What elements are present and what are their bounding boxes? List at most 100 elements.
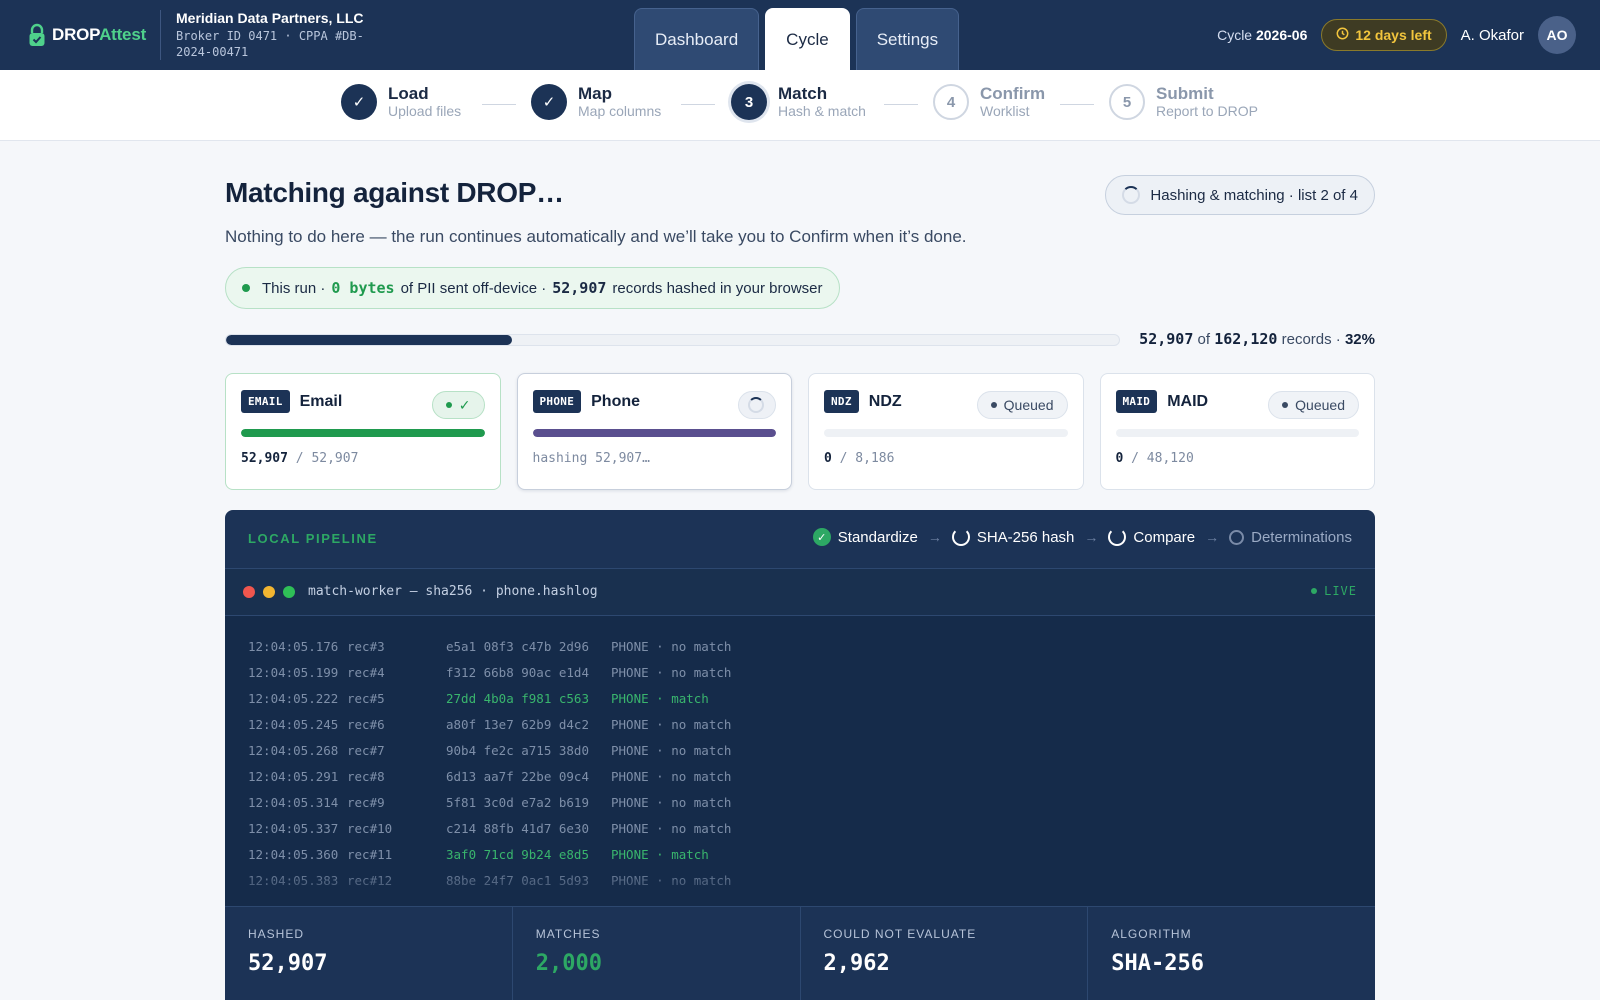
log-row: 12:04:05.360 rec#11 3af0 71cd 9b24 e8d5 PHO…: [225, 842, 1375, 868]
list-count: hashing 52,907…: [532, 451, 650, 466]
privacy-text: records hashed in your browser: [612, 279, 823, 297]
log-res: PHONE · match: [611, 691, 709, 706]
log-hash: 27dd 4b0a f981 c563: [446, 691, 589, 706]
privacy-badge: This run · 0 bytes of PII sent off-devic…: [225, 267, 840, 309]
log-rid: rec#11: [347, 847, 393, 862]
list-card-ndz[interactable]: NDZ NDZ Queued 0 / 8,186: [808, 373, 1084, 490]
tab-cycle[interactable]: Cycle: [765, 8, 850, 70]
log-res: PHONE · no match: [611, 639, 732, 654]
clock-icon: [1336, 27, 1349, 43]
log-ts: 12:04:05.268: [248, 743, 339, 758]
pipeline-label: LOCAL PIPELINE: [248, 531, 378, 546]
log-ts: 12:04:05.360: [248, 847, 339, 862]
list-tag: EMAIL: [241, 390, 290, 413]
stat-hashed: HASHED 52,907: [225, 907, 513, 1000]
stage-sha256-hash: SHA-256 hash: [951, 528, 1074, 546]
log-res: PHONE · match: [611, 847, 709, 862]
log-hash: c214 88fb 41d7 6e30: [446, 821, 589, 836]
step-title: Load: [388, 84, 429, 103]
log-rid: rec#9: [347, 795, 385, 810]
step-number: 3: [731, 84, 767, 120]
stat-label: HASHED: [248, 927, 305, 941]
log-row: 12:04:05.268 rec#7 90b4 fe2c a715 38d0 PHON…: [225, 738, 1375, 764]
log-ts: 12:04:05.337: [248, 821, 339, 836]
log-rid: rec#7: [347, 743, 385, 758]
log-rid: rec#4: [347, 665, 385, 680]
spinner-icon: [748, 397, 764, 413]
stat-could-not-evaluate: COULD NOT EVALUATE 2,962: [801, 907, 1089, 1000]
tab-settings[interactable]: Settings: [855, 8, 960, 70]
stat-value: SHA-256: [1111, 951, 1204, 976]
list-card-phone[interactable]: PHONE Phone hashing 52,907…: [516, 373, 792, 490]
log-row: 12:04:05.222 rec#5 27dd 4b0a f981 c563 PHON…: [225, 686, 1375, 712]
step-match[interactable]: 3 Match Hash & match: [731, 84, 866, 120]
stat-value: 52,907: [248, 951, 328, 976]
list-card-email[interactable]: EMAIL Email ✓ 52,907 / 52,907: [225, 373, 501, 490]
cycle-label: Cycle 2026-06: [1217, 27, 1308, 43]
step-connector: [884, 104, 918, 105]
status-dot-icon: [242, 284, 250, 292]
log-row: 12:04:05.176 rec#3 e5a1 08f3 c47b 2d96 PHON…: [225, 634, 1375, 660]
deadline-badge: 12 days left: [1321, 19, 1447, 51]
header-right: Cycle 2026-06 12 days left A. Okafor AO: [1217, 16, 1576, 54]
pipeline-stages: ✓ Standardize → SHA-256 hash → Compare → …: [812, 528, 1352, 546]
hash-log[interactable]: 12:04:05.176 rec#3 e5a1 08f3 c47b 2d96 PHON…: [225, 616, 1375, 906]
list-status-badge: [738, 391, 776, 419]
step-confirm[interactable]: 4 Confirm Worklist: [933, 84, 1045, 120]
status-dot-icon: [1282, 402, 1289, 408]
tab-dashboard[interactable]: Dashboard: [634, 8, 760, 70]
arrow-right-icon: →: [1205, 529, 1220, 545]
stat-label: ALGORITHM: [1111, 927, 1192, 941]
log-rid: rec#12: [347, 873, 393, 888]
minimize-dot-icon: [263, 586, 275, 598]
stat-value: 2,000: [535, 951, 602, 976]
log-ts: 12:04:05.176: [248, 639, 339, 654]
step-title: Match: [778, 84, 828, 103]
status-dot-icon: [990, 402, 997, 408]
list-card-maid[interactable]: MAID MAID Queued 0 / 48,120: [1099, 373, 1375, 490]
step-connector: [482, 104, 516, 105]
log-res: PHONE · no match: [611, 665, 732, 680]
list-count: 52,907 / 52,907: [241, 451, 359, 466]
pending-circle-icon: [1229, 529, 1245, 545]
arrow-right-icon: →: [927, 529, 942, 545]
log-row: 12:04:05.199 rec#4 f312 66b8 90ac e1d4 PHON…: [225, 660, 1375, 686]
step-title: Submit: [1156, 84, 1214, 103]
step-check-icon: ✓: [341, 84, 377, 120]
terminal-title: match-worker — sha256 · phone.hashlog: [308, 584, 598, 599]
stage-standardize: ✓ Standardize: [812, 528, 918, 546]
overall-progress-label: 52,907 of 162,120 records · 32%: [1139, 330, 1375, 348]
page-title: Matching against DROP…: [225, 177, 564, 208]
step-title: Confirm: [980, 84, 1046, 103]
spinner-icon: [951, 528, 970, 546]
step-number: 4: [933, 84, 969, 120]
log-hash: 6d13 aa7f 22be 09c4: [446, 769, 589, 784]
page-subtitle: Nothing to do here — the run continues a…: [225, 227, 967, 246]
step-connector: [681, 104, 715, 105]
log-hash: e5a1 08f3 c47b 2d96: [446, 639, 589, 654]
pipeline-stats: HASHED 52,907 MATCHES 2,000 COULD NOT EVAL…: [225, 906, 1375, 1000]
step-number: 5: [1109, 84, 1145, 120]
brand-logo[interactable]: DROPAttest: [28, 22, 146, 48]
step-subtitle: Report to DROP: [1156, 103, 1258, 119]
step-submit[interactable]: 5 Submit Report to DROP: [1109, 84, 1258, 120]
list-progress-fill: [241, 429, 485, 437]
avatar[interactable]: AO: [1538, 16, 1576, 54]
log-row: 12:04:05.383 rec#12 88be 24f7 0ac1 5d93 PHO…: [225, 868, 1375, 894]
user-name[interactable]: A. Okafor: [1460, 26, 1524, 44]
brand-name: DROPAttest: [52, 25, 147, 44]
pipeline-header: LOCAL PIPELINE ✓ Standardize → SHA-256 ha…: [225, 510, 1375, 569]
log-ts: 12:04:05.314: [248, 795, 339, 810]
log-res: PHONE · no match: [611, 717, 732, 732]
step-check-icon: ✓: [531, 84, 567, 120]
log-hash: 90b4 fe2c a715 38d0: [446, 743, 589, 758]
log-rid: rec#10: [347, 821, 393, 836]
pii-bytes: 0 bytes: [331, 279, 395, 297]
step-load[interactable]: ✓ Load Upload files: [341, 84, 461, 120]
check-icon: ✓: [812, 528, 831, 546]
privacy-text: This run ·: [262, 279, 326, 297]
log-ts: 12:04:05.245: [248, 717, 339, 732]
list-count: 0 / 8,186: [824, 451, 895, 466]
list-progress-bar: [532, 429, 776, 437]
step-map[interactable]: ✓ Map Map columns: [531, 84, 661, 120]
